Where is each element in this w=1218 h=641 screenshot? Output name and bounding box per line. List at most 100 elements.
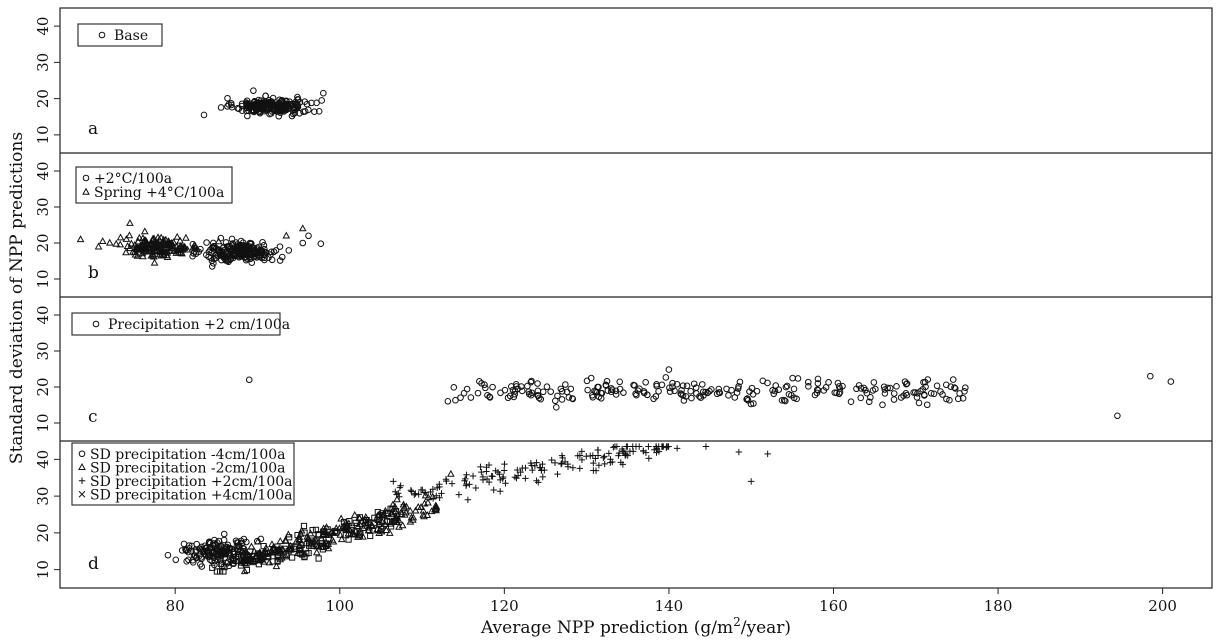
data-point-circle	[612, 391, 620, 398]
data-point-circle	[782, 397, 789, 405]
data-point-plus	[407, 487, 415, 494]
data-point-triangle	[126, 244, 134, 252]
data-point-triangle	[169, 246, 178, 254]
data-point-circle	[1167, 378, 1175, 385]
data-point-square	[387, 505, 394, 512]
data-point-circle	[193, 540, 200, 548]
data-point-circle	[782, 383, 790, 391]
data-point-triangle	[193, 244, 201, 252]
data-point-circle	[584, 386, 591, 394]
data-point-triangle	[281, 552, 290, 560]
data-point-circle	[790, 394, 798, 402]
data-point-triangle	[378, 522, 387, 530]
data-point-plus	[78, 477, 86, 484]
data-point-plus	[578, 456, 586, 464]
data-point-circle	[764, 379, 771, 387]
data-point-plus	[536, 464, 544, 471]
data-point-circle	[497, 389, 504, 397]
data-point-plus	[422, 489, 429, 497]
data-point-circle	[902, 380, 910, 388]
data-point-circle	[305, 232, 312, 240]
data-point-plus	[462, 482, 470, 489]
data-point-plus	[551, 459, 559, 467]
data-point-circle	[794, 375, 802, 382]
data-point-square	[229, 560, 236, 567]
data-point-circle	[903, 380, 911, 387]
data-point-triangle	[125, 231, 134, 239]
data-point-plus	[557, 460, 565, 468]
data-point-plus	[396, 484, 404, 491]
data-point-triangle	[131, 240, 139, 248]
data-point-circle	[220, 536, 228, 544]
data-point-circle	[736, 378, 744, 386]
data-point-triangle	[411, 506, 420, 514]
data-point-circle	[489, 383, 496, 391]
data-point-plus	[619, 448, 626, 455]
data-point-plus	[466, 481, 473, 488]
plot-frame	[59, 7, 1213, 589]
data-point-circle	[535, 394, 543, 402]
data-point-square	[383, 518, 391, 525]
y-axis-title: Standard deviation of NPP predictions	[7, 132, 27, 464]
data-point-circle	[463, 385, 471, 393]
data-point-square	[265, 554, 272, 561]
x-tick-label: 140	[655, 597, 684, 615]
data-point-circle	[569, 395, 576, 402]
data-point-circle	[311, 108, 318, 116]
y-tick-label: 20	[34, 377, 52, 396]
data-point-circle	[547, 388, 554, 395]
data-point-square	[243, 566, 251, 574]
data-point-triangle	[350, 510, 359, 518]
data-point-circle	[164, 551, 172, 559]
data-point-square	[305, 540, 313, 547]
legend-box	[75, 166, 233, 204]
data-point-plus	[535, 479, 542, 486]
data-point-plus	[464, 496, 472, 503]
data-point-plus	[395, 490, 402, 497]
panel-letters: a b c d	[88, 119, 99, 574]
data-point-circle	[183, 558, 190, 565]
data-point-square	[345, 536, 352, 543]
data-point-circle	[218, 550, 225, 557]
data-point-plus	[485, 478, 493, 486]
data-point-triangle	[151, 246, 159, 254]
data-point-circle	[228, 101, 235, 109]
data-point-circle	[286, 104, 293, 111]
panel-letter-d: d	[88, 554, 99, 574]
data-point-square	[313, 543, 320, 550]
data-point-circle	[921, 392, 928, 399]
data-point-circle	[203, 543, 211, 551]
data-point-circle	[234, 550, 242, 557]
data-point-plus	[645, 455, 653, 462]
data-point-circle	[285, 247, 293, 254]
data-point-plus	[479, 473, 487, 481]
data-point-circle	[825, 379, 832, 386]
data-point-plus	[601, 460, 608, 468]
data-point-triangle	[182, 233, 190, 241]
data-point-triangle	[153, 238, 162, 246]
data-point-circle	[543, 383, 551, 390]
data-point-plus	[632, 443, 640, 450]
data-point-circle	[467, 394, 475, 401]
data-point-square	[291, 545, 298, 552]
data-point-circle	[770, 390, 778, 398]
x-tick-label: 160	[819, 597, 848, 615]
data-point-circle	[870, 379, 878, 386]
data-point-plus	[478, 468, 485, 476]
data-point-triangle	[312, 548, 321, 556]
data-point-square	[301, 529, 308, 536]
data-point-circle	[733, 389, 741, 397]
panel-dividers	[60, 152, 1212, 442]
data-point-circle	[289, 110, 297, 118]
panel-letter-c: c	[88, 407, 98, 427]
data-point-plus	[664, 443, 672, 450]
data-point-circle	[217, 104, 225, 111]
data-point-triangle	[134, 237, 143, 245]
data-point-triangle	[284, 530, 293, 538]
data-point-circle	[587, 374, 595, 382]
y-tick-label: 30	[34, 197, 52, 216]
data-point-triangle	[76, 235, 85, 243]
legend-label: SD precipitation +4cm/100a	[90, 487, 292, 503]
data-point-square	[286, 534, 293, 541]
